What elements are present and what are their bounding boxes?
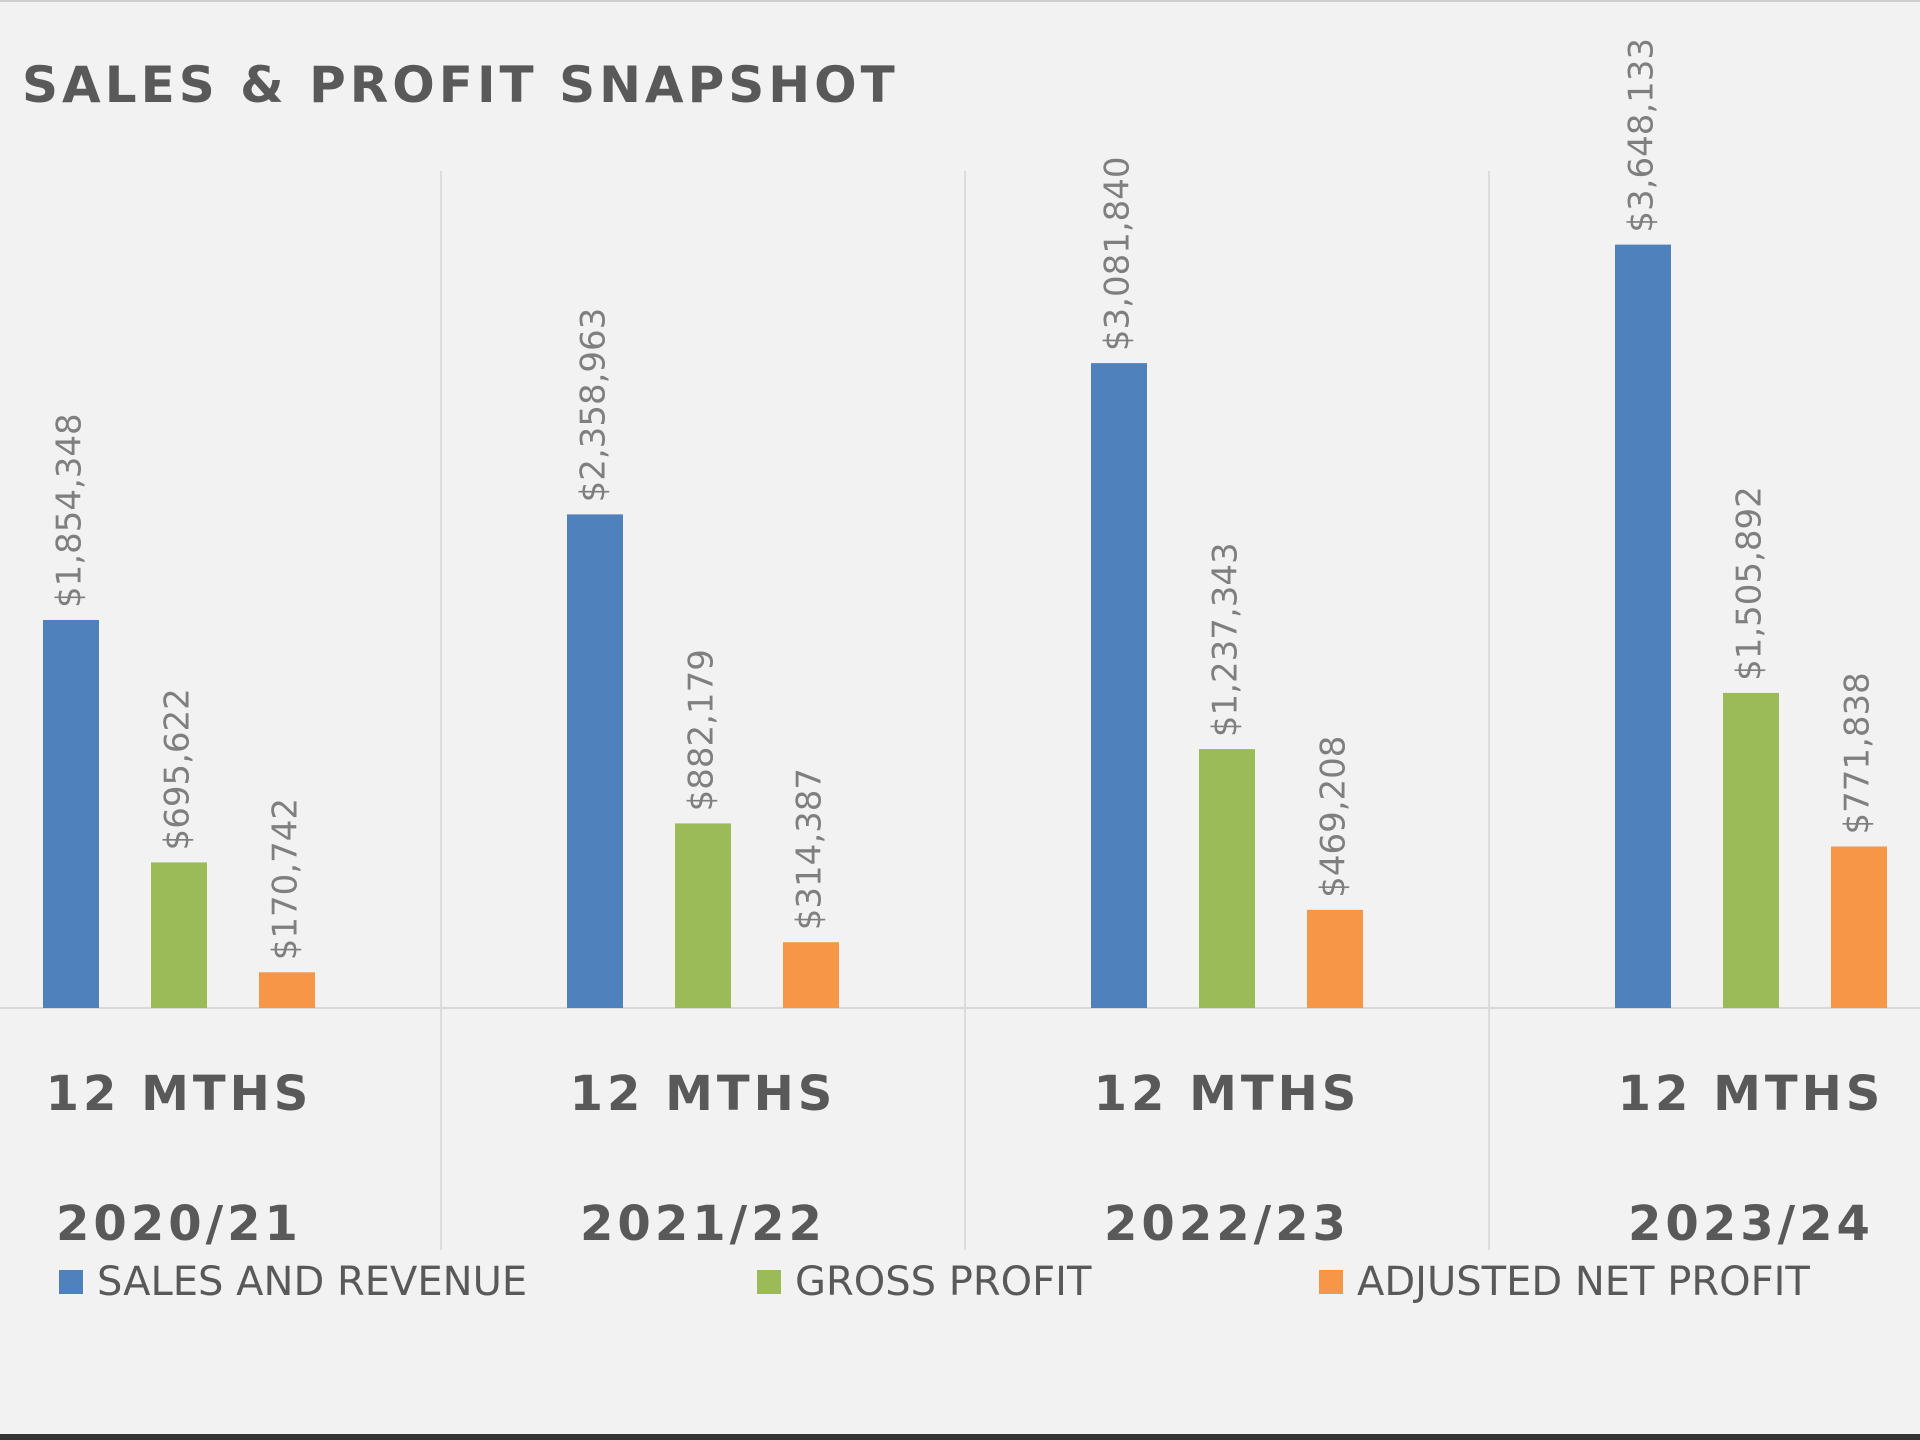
x-tick-label: 12 MTHS	[1618, 1066, 1885, 1122]
bar	[43, 619, 99, 1008]
legend-swatch	[1319, 1270, 1343, 1294]
bar	[1307, 909, 1363, 1008]
legend-label: ADJUSTED NET PROFIT	[1357, 1259, 1810, 1305]
x-tick-label: 2021/22	[580, 1196, 826, 1252]
legend-swatch	[59, 1270, 83, 1294]
value-label: $2,358,963	[574, 308, 614, 503]
value-label: $1,505,892	[1730, 486, 1770, 681]
value-label: $1,237,343	[1206, 542, 1246, 737]
bar	[1091, 363, 1147, 1008]
value-label: $3,081,840	[1098, 156, 1138, 351]
value-label: $314,387	[790, 768, 830, 930]
value-label: $771,838	[1838, 672, 1878, 834]
chart-title: SALES & PROFIT SNAPSHOT	[22, 56, 899, 114]
x-tick-label: 12 MTHS	[1094, 1066, 1361, 1122]
value-label: $469,208	[1314, 736, 1354, 898]
bar	[151, 862, 207, 1008]
x-tick-label: 12 MTHS	[570, 1066, 837, 1122]
bar	[1723, 692, 1779, 1008]
legend-swatch	[757, 1270, 781, 1294]
bar	[783, 942, 839, 1008]
bar	[259, 972, 315, 1008]
legend-label: SALES AND REVENUE	[97, 1259, 527, 1305]
x-tick-label: 12 MTHS	[46, 1066, 313, 1122]
bar	[1199, 749, 1255, 1008]
value-label: $1,854,348	[50, 413, 90, 608]
x-tick-label: 2020/21	[56, 1196, 302, 1252]
x-tick-label: 2022/23	[1104, 1196, 1350, 1252]
value-label: $882,179	[682, 649, 722, 811]
value-label: $170,742	[266, 798, 306, 960]
legend-label: GROSS PROFIT	[795, 1259, 1092, 1305]
value-label: $3,648,133	[1622, 38, 1662, 233]
x-tick-label: 2023/24	[1628, 1196, 1874, 1252]
bar	[567, 514, 623, 1008]
bar	[675, 823, 731, 1008]
bar	[1615, 244, 1671, 1008]
value-label: $695,622	[158, 688, 198, 850]
bar	[1831, 846, 1887, 1008]
